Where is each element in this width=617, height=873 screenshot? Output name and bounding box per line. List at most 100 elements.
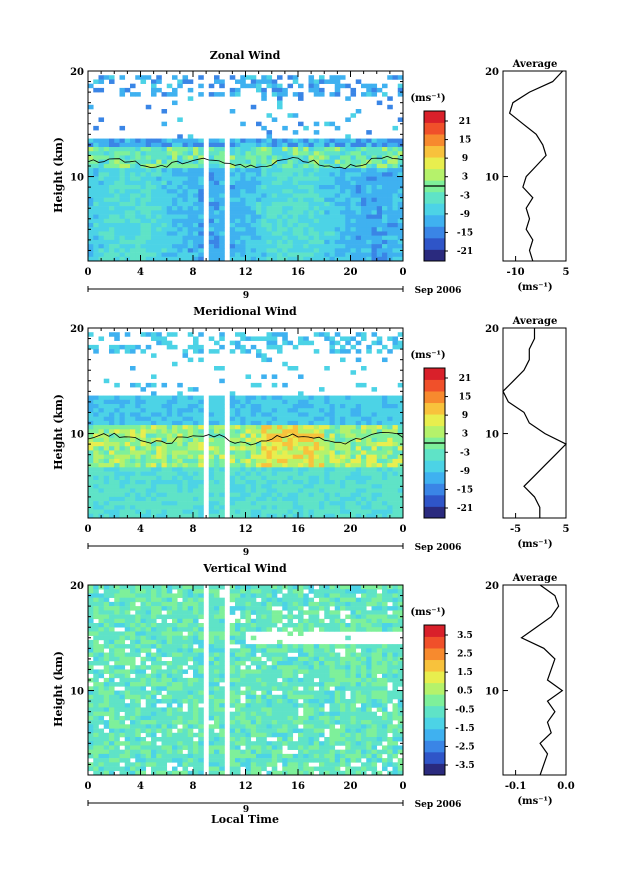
heatmap-cell bbox=[366, 480, 372, 485]
heatmap-cell bbox=[277, 231, 283, 236]
heatmap-cell bbox=[397, 661, 404, 666]
heatmap-cell bbox=[208, 635, 215, 641]
heatmap-cell bbox=[256, 501, 262, 506]
heatmap-cell bbox=[361, 193, 367, 198]
heatmap-cell bbox=[93, 488, 99, 493]
heatmap-cell bbox=[345, 589, 351, 594]
heatmap-cell bbox=[219, 610, 225, 615]
x-tick-label: 12 bbox=[239, 524, 253, 535]
heatmap-cell bbox=[214, 614, 220, 620]
heatmap-cell bbox=[256, 336, 262, 341]
heatmap-cell bbox=[313, 252, 320, 258]
heatmap-cell bbox=[355, 661, 362, 666]
heatmap-cell bbox=[145, 437, 152, 443]
heatmap-cell bbox=[214, 138, 220, 144]
heatmap-cell bbox=[193, 454, 199, 460]
heatmap-cell bbox=[397, 488, 404, 493]
heatmap-cell bbox=[235, 597, 241, 603]
heatmap-cell bbox=[214, 239, 220, 245]
heatmap-cell bbox=[397, 244, 404, 249]
heatmap-cell bbox=[193, 639, 199, 645]
heatmap-cell bbox=[256, 648, 262, 653]
heatmap-cell bbox=[376, 168, 383, 173]
heatmap-cell bbox=[287, 159, 294, 165]
heatmap-cell bbox=[193, 252, 199, 258]
heatmap-cell bbox=[277, 429, 283, 434]
heatmap-cell bbox=[250, 206, 257, 211]
heatmap-cell bbox=[156, 437, 162, 443]
heatmap-cell bbox=[350, 244, 357, 249]
heatmap-cell bbox=[208, 656, 215, 662]
heatmap-cell bbox=[214, 399, 220, 405]
heatmap-cell bbox=[345, 172, 351, 177]
heatmap-cell bbox=[240, 349, 246, 354]
heatmap-cell bbox=[345, 218, 351, 224]
heatmap-cell bbox=[161, 446, 168, 451]
heatmap-cell bbox=[114, 176, 120, 182]
heatmap-cell bbox=[245, 180, 252, 186]
heatmap-cell bbox=[387, 151, 393, 156]
heatmap-cell bbox=[298, 416, 304, 422]
heatmap-cell bbox=[308, 501, 315, 506]
heatmap-cell bbox=[392, 492, 399, 498]
heatmap-cell bbox=[308, 399, 315, 405]
heatmap-cell bbox=[240, 639, 246, 645]
heatmap-cell bbox=[245, 168, 252, 173]
heatmap-cell bbox=[151, 446, 157, 451]
heatmap-cell bbox=[266, 147, 273, 152]
heatmap-cell bbox=[214, 408, 220, 413]
heatmap-cell bbox=[214, 231, 220, 236]
heatmap-cell bbox=[124, 442, 131, 447]
heatmap-cell bbox=[361, 404, 367, 409]
heatmap-cell bbox=[240, 176, 246, 182]
heatmap-cell bbox=[292, 429, 299, 434]
heatmap-cell bbox=[161, 597, 168, 603]
heatmap-cell bbox=[187, 395, 194, 401]
heatmap-cell bbox=[266, 185, 273, 190]
heatmap-cell bbox=[177, 492, 183, 498]
heatmap-cell bbox=[271, 458, 278, 464]
heatmap-cell bbox=[350, 197, 357, 203]
heatmap-cell bbox=[172, 138, 178, 144]
heatmap-cell bbox=[208, 155, 215, 160]
heatmap-cell bbox=[235, 172, 241, 177]
heatmap-cell bbox=[345, 425, 351, 430]
heatmap-cell bbox=[124, 610, 131, 615]
heatmap-cell bbox=[350, 399, 357, 405]
heatmap-cell bbox=[397, 395, 404, 401]
heatmap-cell bbox=[166, 244, 173, 249]
heatmap-cell bbox=[114, 492, 120, 498]
heatmap-cell bbox=[361, 648, 367, 653]
heatmap-cell bbox=[135, 488, 141, 493]
heatmap-cell bbox=[88, 344, 94, 350]
heatmap-cell bbox=[124, 142, 131, 148]
heatmap-cell bbox=[334, 197, 341, 203]
heatmap-cell bbox=[392, 416, 399, 422]
heatmap-cell bbox=[397, 231, 404, 236]
heatmap-cell bbox=[130, 142, 136, 148]
heatmap-cell bbox=[392, 467, 399, 472]
heatmap-cell bbox=[208, 252, 215, 258]
heatmap-cell bbox=[340, 446, 346, 451]
heatmap-cell bbox=[109, 412, 115, 417]
heatmap-cell bbox=[98, 408, 105, 413]
heatmap-cell bbox=[198, 357, 204, 363]
heatmap-cell bbox=[161, 231, 168, 236]
heatmap-cell bbox=[187, 163, 194, 169]
heatmap-cell bbox=[329, 488, 336, 493]
heatmap-cell bbox=[166, 639, 173, 645]
heatmap-cell bbox=[308, 159, 315, 165]
heatmap-cell bbox=[287, 408, 294, 413]
heatmap-cell bbox=[266, 399, 273, 405]
heatmap-cell bbox=[271, 408, 278, 413]
heatmap-cell bbox=[98, 244, 105, 249]
heatmap-cell bbox=[124, 395, 131, 401]
heatmap-cell bbox=[114, 336, 120, 341]
heatmap-cell bbox=[156, 425, 162, 430]
heatmap-cell bbox=[135, 501, 141, 506]
heatmap-cell bbox=[156, 639, 162, 645]
heatmap-cell bbox=[250, 635, 257, 641]
heatmap-cell bbox=[371, 387, 378, 392]
heatmap-cell bbox=[271, 648, 278, 653]
